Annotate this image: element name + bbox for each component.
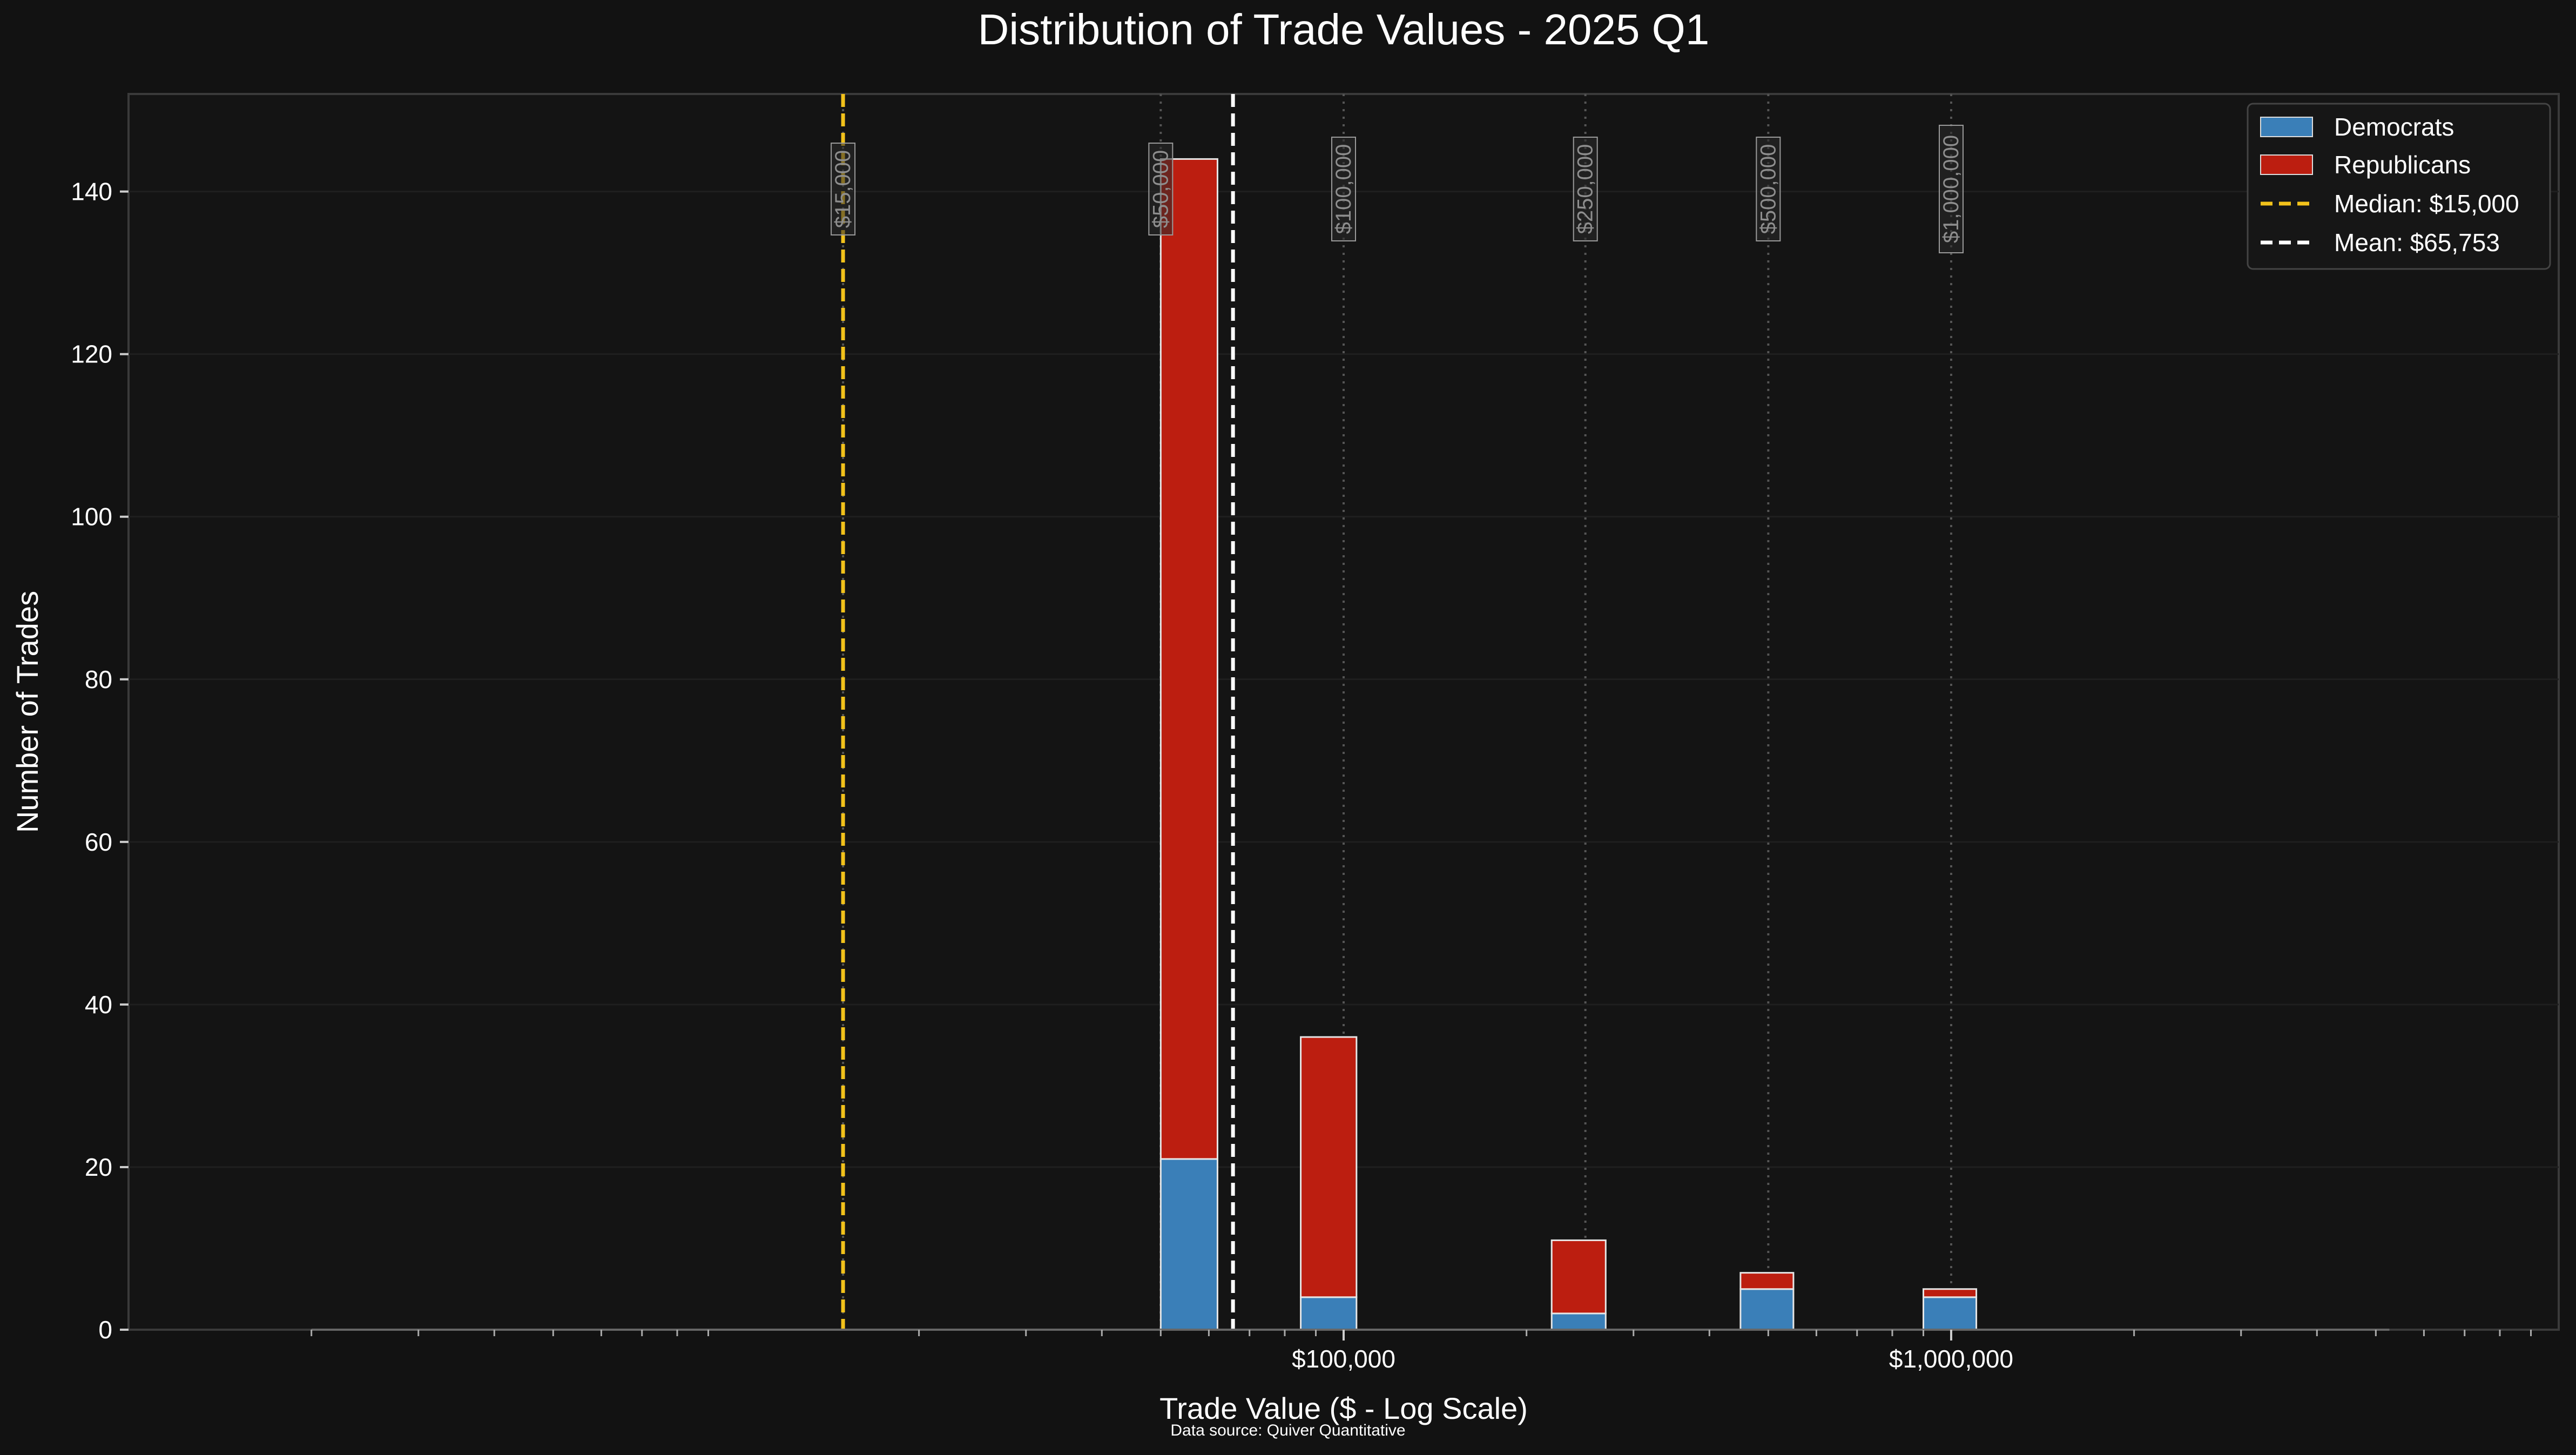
legend-swatch-republicans (2260, 154, 2313, 175)
legend-label-mean: Mean: $65,753 (2334, 228, 2500, 257)
legend-label-democrats: Democrats (2334, 113, 2454, 141)
legend-label-median: Median: $15,000 (2334, 190, 2519, 218)
y-tick-label: 140 (71, 178, 112, 206)
bar-democrats (1739, 1288, 1795, 1331)
value-marker-label: $1,000,000 (1939, 135, 1963, 243)
value-marker-annotation: $1,000,000 (1939, 125, 1964, 253)
y-tick-label: 100 (71, 503, 112, 531)
bar-democrats (1300, 1296, 1358, 1331)
value-marker-label-box (1573, 137, 1598, 241)
bar-republicans (1739, 1272, 1795, 1290)
y-tick-label: 20 (85, 1153, 112, 1181)
value-marker-label: $250,000 (1574, 144, 1597, 234)
y-axis-label: Number of Trades (10, 591, 44, 833)
reference-lines (841, 94, 1235, 1330)
y-tick-label: 0 (98, 1316, 112, 1344)
value-marker-label-box (1756, 137, 1781, 241)
value-marker-annotations: $15,000 $50,000 $100,000 $250,000 $500,000 $1… (831, 125, 1964, 253)
value-marker-annotation: $15,000 (831, 143, 856, 235)
bar-republicans (1550, 1239, 1607, 1315)
value-marker-label: $100,000 (1332, 144, 1356, 234)
value-marker-label: $15,000 (831, 150, 855, 228)
value-marker-label-box (1148, 143, 1174, 235)
x-axis-label: Trade Value ($ - Log Scale) (1159, 1391, 1528, 1425)
value-marker-label-box (1939, 125, 1964, 253)
bar-republicans (1923, 1288, 1978, 1298)
y-tick-label: 60 (85, 828, 112, 856)
y-tick-label: 120 (71, 340, 112, 368)
x-tick-label: $100,000 (1292, 1345, 1395, 1373)
value-marker-annotation: $250,000 (1573, 137, 1598, 241)
legend-box (2247, 103, 2551, 270)
value-marker-label-box (1331, 137, 1356, 241)
value-marker-label: $500,000 (1756, 144, 1780, 234)
legend-swatch-democrats (2260, 117, 2313, 137)
y-tick-label: 40 (85, 991, 112, 1019)
bar-democrats (1923, 1296, 1978, 1331)
data-source-note: Data source: Quiver Quantitative (1170, 1422, 1405, 1439)
bar-democrats (1159, 1158, 1218, 1331)
bar-democrats (1550, 1312, 1607, 1331)
value-marker-label-box (831, 143, 856, 235)
value-marker-label: $50,000 (1149, 150, 1172, 228)
legend: Democrats Republicans Median: $15,000 Me… (2247, 103, 2551, 270)
value-marker-annotation: $500,000 (1756, 137, 1781, 241)
axes: 0 20 40 60 80 100 120 140 $100,000 $1,000,000 (71, 178, 2532, 1373)
value-marker-annotation: $50,000 (1148, 143, 1174, 235)
x-tick-label: $1,000,000 (1889, 1345, 2013, 1373)
bar-republicans (1300, 1036, 1358, 1298)
chart-title: Distribution of Trade Values - 2025 Q1 (978, 5, 1710, 53)
value-marker-annotation: $100,000 (1331, 137, 1356, 241)
bar-republicans (1159, 158, 1218, 1160)
y-tick-label: 80 (85, 665, 112, 693)
legend-label-republicans: Republicans (2334, 151, 2471, 179)
bars (1159, 158, 1978, 1331)
